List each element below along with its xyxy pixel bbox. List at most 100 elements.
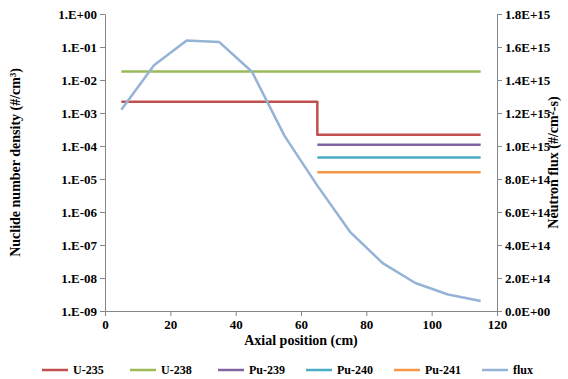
tick: 1.4E+15 <box>497 73 551 88</box>
tick-label: 1.2E+15 <box>505 106 551 121</box>
tick-mark <box>497 179 502 180</box>
tick-label: 1.E-02 <box>61 73 97 88</box>
tick-label: 40 <box>230 317 243 332</box>
tick-label: 1.8E+15 <box>505 7 551 22</box>
tick: 1.E-09 <box>61 304 105 319</box>
tick: 80 <box>360 311 373 332</box>
tick-label: 1.4E+15 <box>505 73 551 88</box>
plot-area <box>121 40 480 301</box>
tick-mark <box>497 14 502 15</box>
y-axis: 1.E+00 1.E-01 1.E-02 1.E-03 1.E-04 1.E-05 1.E-… <box>58 7 105 319</box>
legend-label: Pu-241 <box>425 363 461 377</box>
tick: 1.0E+15 <box>497 139 551 154</box>
tick: 8.0E+14 <box>497 172 551 187</box>
tick: 20 <box>164 311 177 332</box>
tick-label: 60 <box>295 317 308 332</box>
legend-item: Pu-239 <box>218 363 285 377</box>
legend-swatch <box>130 369 156 372</box>
legend-item: Pu-240 <box>306 363 373 377</box>
series-line <box>121 40 480 301</box>
tick-label: 1.E-09 <box>61 304 97 319</box>
series-line <box>317 156 480 159</box>
series-line <box>317 171 480 174</box>
tick-mark <box>497 311 502 312</box>
tick: 100 <box>422 311 442 332</box>
tick-label: 1.E-06 <box>61 205 97 220</box>
tick-mark <box>366 311 367 316</box>
tick-mark <box>100 245 105 246</box>
y2-axis-title: Neutron flux (#/cm²-s) <box>546 96 562 229</box>
tick-label: 80 <box>360 317 373 332</box>
tick-label: 120 <box>488 317 508 332</box>
legend-label: Pu-240 <box>337 363 373 377</box>
tick-mark <box>100 311 105 312</box>
tick-mark <box>497 278 502 279</box>
tick: 60 <box>295 311 308 332</box>
tick: 1.E-08 <box>61 271 105 286</box>
tick-label: 1.6E+15 <box>505 40 551 55</box>
tick: 1.E+00 <box>58 7 105 22</box>
tick: 1.6E+15 <box>497 40 551 55</box>
tick-label: 0.0E+00 <box>505 304 550 319</box>
legend-label: flux <box>513 363 533 377</box>
tick-mark <box>497 113 502 114</box>
tick-label: 8.0E+14 <box>505 172 551 187</box>
tick: 1.E-01 <box>61 40 105 55</box>
tick-label: 1.E+00 <box>58 7 97 22</box>
axis-line <box>105 15 106 312</box>
tick: 1.E-06 <box>61 205 105 220</box>
tick: 1.8E+15 <box>497 7 551 22</box>
tick-mark <box>497 146 502 147</box>
tick-label: 1.E-04 <box>61 139 97 154</box>
tick-mark <box>432 311 433 316</box>
tick-mark <box>236 311 237 316</box>
axis-line <box>497 15 498 312</box>
tick-label: 2.0E+14 <box>505 271 551 286</box>
y2-axis: 0.0E+00 2.0E+14 4.0E+14 6.0E+14 8.0E+14 1.0E+… <box>497 7 551 319</box>
legend-swatch <box>306 369 332 372</box>
legend: U-235 U-238 Pu-239 Pu-240 Pu-241 flux <box>42 363 533 377</box>
tick-label: 1.E-01 <box>61 40 97 55</box>
tick: 6.0E+14 <box>497 205 551 220</box>
tick-label: 100 <box>422 317 442 332</box>
chart: 0204060801001201.E+001.E-011.E-021.E-031… <box>0 0 568 379</box>
legend-swatch <box>42 369 68 372</box>
tick-label: 1.E-05 <box>61 172 97 187</box>
tick: 1.E-03 <box>61 106 105 121</box>
tick: 0.0E+00 <box>497 304 550 319</box>
legend-label: U-235 <box>73 363 104 377</box>
tick-mark <box>100 212 105 213</box>
series-line <box>121 70 480 73</box>
tick-label: 6.0E+14 <box>505 205 551 220</box>
tick-mark <box>100 179 105 180</box>
series-line <box>317 143 480 146</box>
tick-mark <box>497 47 502 48</box>
legend-swatch <box>218 369 244 372</box>
legend-item: U-238 <box>130 363 192 377</box>
tick-label: 0 <box>102 317 109 332</box>
tick: 4.0E+14 <box>497 238 551 253</box>
legend-item: flux <box>482 363 533 377</box>
x-axis: 0 20 40 60 80 100 120 <box>102 311 507 332</box>
tick-mark <box>100 14 105 15</box>
tick-mark <box>497 245 502 246</box>
legend-label: U-238 <box>161 363 192 377</box>
tick-label: 1.E-07 <box>61 238 97 253</box>
tick: 0 <box>102 311 109 332</box>
legend-label: Pu-239 <box>249 363 285 377</box>
tick-mark <box>497 212 502 213</box>
legend-item: U-235 <box>42 363 104 377</box>
tick: 1.2E+15 <box>497 106 551 121</box>
tick: 40 <box>230 311 243 332</box>
tick-mark <box>170 311 171 316</box>
legend-swatch <box>482 369 508 372</box>
tick-mark <box>100 47 105 48</box>
tick-label: 1.E-03 <box>61 106 97 121</box>
tick: 1.E-04 <box>61 139 105 154</box>
tick-mark <box>301 311 302 316</box>
tick: 1.E-05 <box>61 172 105 187</box>
y-axis-title: Nuclide number density (#/cm³) <box>8 68 24 257</box>
tick-label: 1.E-08 <box>61 271 97 286</box>
legend-swatch <box>394 369 420 372</box>
tick-label: 1.0E+15 <box>505 139 551 154</box>
